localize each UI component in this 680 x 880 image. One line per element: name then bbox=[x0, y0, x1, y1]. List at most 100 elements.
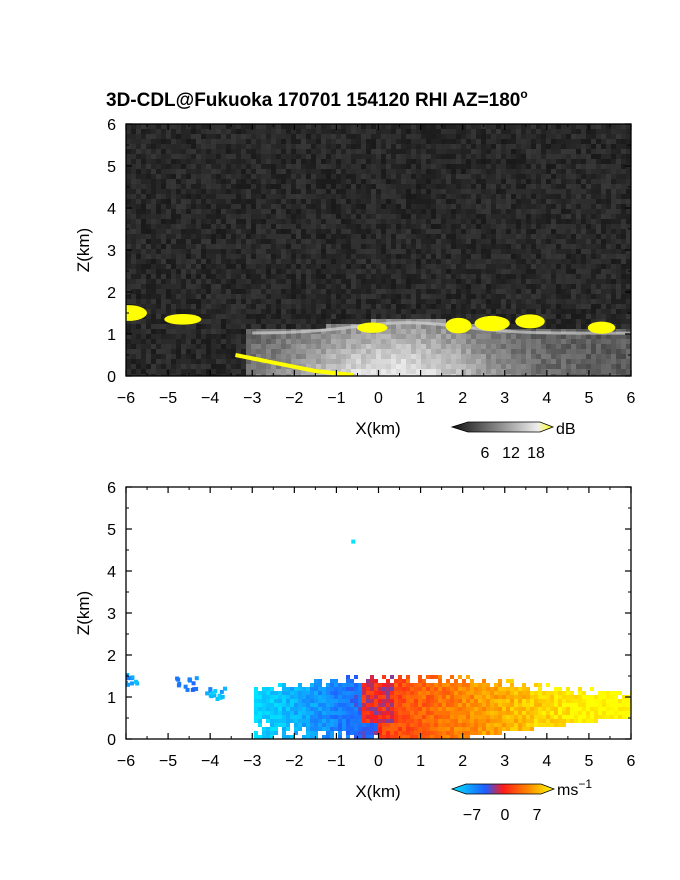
snr-cell bbox=[286, 239, 291, 244]
snr-cell bbox=[131, 219, 136, 224]
snr-cell bbox=[271, 274, 276, 279]
snr-cell bbox=[466, 204, 471, 209]
snr-cell bbox=[326, 164, 331, 169]
snr-cell bbox=[136, 294, 141, 299]
snr-cell bbox=[381, 259, 386, 264]
snr-cell bbox=[336, 174, 341, 179]
snr-cell bbox=[216, 359, 221, 364]
snr-cell bbox=[181, 204, 186, 209]
snr-cell bbox=[521, 124, 526, 129]
snr-cell bbox=[316, 334, 321, 339]
snr-cell bbox=[516, 239, 521, 244]
degree-symbol: o bbox=[520, 87, 527, 101]
snr-cell bbox=[146, 144, 151, 149]
snr-cell bbox=[161, 164, 166, 169]
snr-cell bbox=[271, 234, 276, 239]
snr-cell bbox=[401, 209, 406, 214]
snr-cell bbox=[296, 184, 301, 189]
snr-cell bbox=[436, 174, 441, 179]
snr-cell bbox=[201, 274, 206, 279]
snr-cell bbox=[316, 144, 321, 149]
snr-cell bbox=[286, 264, 291, 269]
snr-cell bbox=[296, 294, 301, 299]
snr-cell bbox=[281, 294, 286, 299]
snr-cell bbox=[491, 189, 496, 194]
snr-cell bbox=[181, 224, 186, 229]
snr-cell bbox=[361, 174, 366, 179]
snr-cell bbox=[346, 209, 351, 214]
snr-cell bbox=[241, 214, 246, 219]
snr-cell bbox=[551, 144, 556, 149]
snr-cell bbox=[431, 309, 436, 314]
snr-cell bbox=[426, 224, 431, 229]
snr-cell bbox=[201, 239, 206, 244]
snr-cell bbox=[226, 289, 231, 294]
snr-cell bbox=[176, 179, 181, 184]
snr-cell bbox=[306, 149, 311, 154]
snr-cell bbox=[181, 169, 186, 174]
snr-cell bbox=[541, 164, 546, 169]
snr-cell bbox=[206, 304, 211, 309]
snr-cell bbox=[136, 369, 141, 374]
snr-cell bbox=[261, 304, 266, 309]
snr-cell bbox=[426, 304, 431, 309]
snr-cell bbox=[591, 239, 596, 244]
snr-cell bbox=[481, 314, 486, 319]
snr-cell bbox=[521, 269, 526, 274]
snr-cell bbox=[156, 359, 161, 364]
snr-cell bbox=[156, 184, 161, 189]
snr-cell bbox=[236, 204, 241, 209]
snr-cell bbox=[411, 149, 416, 154]
snr-cell bbox=[141, 139, 146, 144]
snr-cell bbox=[496, 129, 501, 134]
snr-cell bbox=[426, 234, 431, 239]
snr-cell bbox=[446, 149, 451, 154]
snr-cell bbox=[301, 254, 306, 259]
snr-cell bbox=[141, 274, 146, 279]
snr-cell bbox=[531, 154, 536, 159]
snr-cell bbox=[561, 264, 566, 269]
snr-cell bbox=[431, 154, 436, 159]
snr-cell bbox=[231, 289, 236, 294]
snr-cell bbox=[616, 329, 621, 334]
snr-cell bbox=[441, 179, 446, 184]
snr-cell bbox=[371, 159, 376, 164]
snr-cell bbox=[466, 359, 471, 364]
snr-cell bbox=[236, 169, 241, 174]
snr-cell bbox=[541, 199, 546, 204]
snr-cell bbox=[136, 124, 141, 129]
snr-cell bbox=[306, 254, 311, 259]
snr-cell bbox=[426, 309, 431, 314]
snr-cell bbox=[506, 194, 511, 199]
snr-cell bbox=[206, 189, 211, 194]
snr-cell bbox=[141, 284, 146, 289]
snr-cell bbox=[526, 204, 531, 209]
snr-cell bbox=[621, 299, 626, 304]
snr-cell bbox=[516, 259, 521, 264]
snr-cell bbox=[431, 144, 436, 149]
snr-cell bbox=[386, 244, 391, 249]
snr-cell bbox=[606, 314, 611, 319]
snr-cell bbox=[526, 284, 531, 289]
snr-cell bbox=[581, 249, 586, 254]
snr-cell bbox=[196, 279, 201, 284]
snr-cell bbox=[426, 159, 431, 164]
snr-cell bbox=[476, 279, 481, 284]
snr-cell bbox=[231, 339, 236, 344]
snr-cell bbox=[216, 349, 221, 354]
snr-cell bbox=[176, 364, 181, 369]
snr-cell bbox=[576, 134, 581, 139]
snr-cell bbox=[401, 234, 406, 239]
snr-cell bbox=[126, 344, 131, 349]
snr-cell bbox=[426, 249, 431, 254]
snr-cell bbox=[546, 279, 551, 284]
snr-cell bbox=[426, 154, 431, 159]
snr-cell bbox=[451, 314, 456, 319]
snr-cell bbox=[496, 139, 501, 144]
snr-cell bbox=[556, 344, 561, 349]
snr-cell bbox=[321, 354, 326, 359]
snr-cell bbox=[456, 249, 461, 254]
snr-cell bbox=[326, 184, 331, 189]
snr-cell bbox=[496, 154, 501, 159]
snr-cell bbox=[586, 269, 591, 274]
